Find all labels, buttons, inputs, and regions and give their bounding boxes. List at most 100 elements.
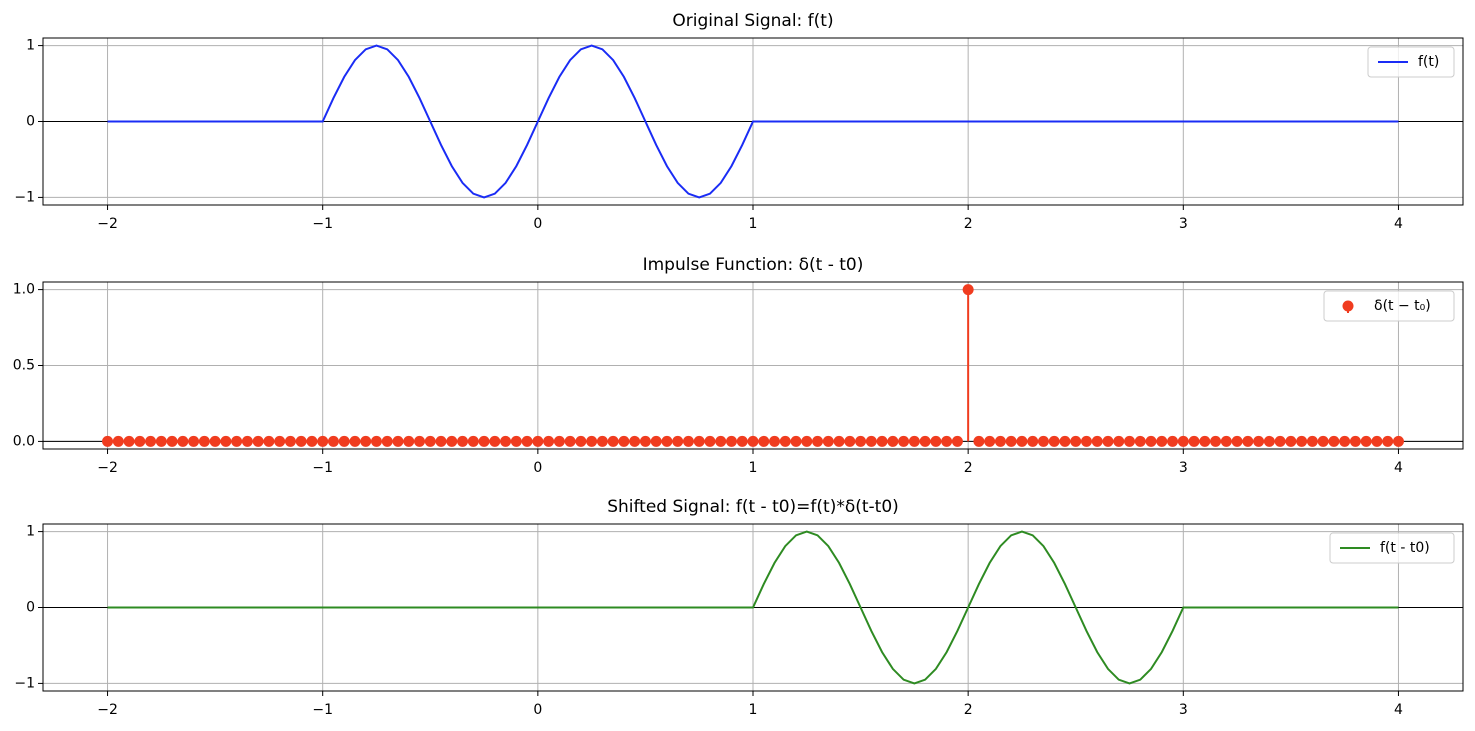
y-tick-label: −1 xyxy=(14,189,35,205)
y-tick-label: 1 xyxy=(26,524,35,540)
stem-marker xyxy=(769,435,781,447)
stem-marker xyxy=(779,435,791,447)
stem-marker xyxy=(1037,435,1049,447)
stem-marker xyxy=(725,435,737,447)
x-tick-label: −2 xyxy=(97,216,118,232)
y-tick-label: −1 xyxy=(14,675,35,691)
stem-marker xyxy=(1274,435,1286,447)
stem-marker xyxy=(457,435,469,447)
stem-marker xyxy=(887,435,899,447)
axes-frame xyxy=(42,281,1464,450)
stem-marker xyxy=(392,435,404,447)
y-tick-label: 1 xyxy=(26,38,35,54)
stem-marker xyxy=(317,435,329,447)
x-tick-label: 2 xyxy=(964,460,973,476)
x-tick-label: 4 xyxy=(1394,702,1403,718)
stem-marker xyxy=(532,435,544,447)
stem-marker xyxy=(166,435,178,447)
stem-marker xyxy=(1005,435,1017,447)
axes-frame xyxy=(42,523,1464,692)
stem-marker xyxy=(220,435,232,447)
stem-marker xyxy=(123,435,135,447)
stem-marker xyxy=(1059,435,1071,447)
chart-title: Shifted Signal: f(t - t0)=f(t)*δ(t-t0) xyxy=(607,497,899,517)
stem-marker xyxy=(241,435,253,447)
stem-marker xyxy=(198,435,210,447)
stem-marker xyxy=(930,435,942,447)
stem-marker xyxy=(682,435,694,447)
stem-marker xyxy=(1156,435,1168,447)
stem-marker xyxy=(467,435,479,447)
x-tick-label: 1 xyxy=(749,702,758,718)
stem-marker xyxy=(919,435,931,447)
legend-box xyxy=(1367,46,1455,78)
stem-marker xyxy=(693,435,705,447)
stem-marker xyxy=(801,435,813,447)
stem-marker xyxy=(500,435,512,447)
stem-marker xyxy=(639,435,651,447)
x-tick-label: −2 xyxy=(97,460,118,476)
stem-marker xyxy=(747,435,759,447)
y-tick-label: 0.0 xyxy=(13,433,35,449)
stem-marker xyxy=(553,435,565,447)
x-tick-label: −2 xyxy=(97,702,118,718)
stem-marker xyxy=(844,435,856,447)
legend-swatch xyxy=(1342,300,1354,312)
stem-marker xyxy=(596,435,608,447)
stem-marker xyxy=(908,435,920,447)
stem-marker xyxy=(822,435,834,447)
stem-marker xyxy=(1285,435,1297,447)
stem-marker xyxy=(1392,435,1404,447)
x-tick-label: 0 xyxy=(533,460,542,476)
stem-marker xyxy=(790,435,802,447)
stem-marker xyxy=(564,435,576,447)
stem-marker xyxy=(1382,435,1394,447)
stem-marker xyxy=(1371,435,1383,447)
legend-label: δ(t − t₀) xyxy=(1374,298,1431,314)
stem-marker xyxy=(112,435,124,447)
stem-marker xyxy=(1048,435,1060,447)
stem-marker xyxy=(306,435,318,447)
chart-title: Impulse Function: δ(t - t0) xyxy=(643,255,864,275)
stem-marker xyxy=(295,435,307,447)
stem-marker xyxy=(327,435,339,447)
stem-marker xyxy=(274,435,286,447)
stem-marker xyxy=(284,435,296,447)
stem-marker xyxy=(1306,435,1318,447)
x-tick-label: 1 xyxy=(749,460,758,476)
stem-marker xyxy=(414,435,426,447)
stem-marker xyxy=(1091,435,1103,447)
y-tick-label: 0 xyxy=(26,114,35,130)
stem-marker xyxy=(1360,435,1372,447)
stem-marker xyxy=(865,435,877,447)
stem-marker xyxy=(1339,435,1351,447)
stem-marker xyxy=(1199,435,1211,447)
y-tick-label: 0 xyxy=(26,600,35,616)
stem-marker xyxy=(521,435,533,447)
stem-marker xyxy=(661,435,673,447)
stem-marker xyxy=(898,435,910,447)
legend-label: f(t - t0) xyxy=(1380,540,1430,556)
stem-marker xyxy=(1220,435,1232,447)
stem-marker xyxy=(370,435,382,447)
x-tick-label: −1 xyxy=(312,460,333,476)
stem-marker xyxy=(1134,435,1146,447)
stem-marker xyxy=(155,435,167,447)
signal-line xyxy=(107,44,1399,199)
stem-marker xyxy=(1231,435,1243,447)
stem-marker xyxy=(1027,435,1039,447)
stem-marker xyxy=(1167,435,1179,447)
stem-marker xyxy=(1070,435,1082,447)
stem-marker xyxy=(876,435,888,447)
stem-marker xyxy=(629,435,641,447)
stem-marker xyxy=(973,435,985,447)
stem-marker xyxy=(478,435,490,447)
stem-marker xyxy=(984,435,996,447)
stem-marker xyxy=(575,435,587,447)
stem-marker xyxy=(941,435,953,447)
x-tick-label: 3 xyxy=(1179,216,1188,232)
stem-marker xyxy=(349,435,361,447)
stem-marker xyxy=(381,435,393,447)
x-tick-label: 2 xyxy=(964,216,973,232)
axes-frame xyxy=(42,37,1464,206)
